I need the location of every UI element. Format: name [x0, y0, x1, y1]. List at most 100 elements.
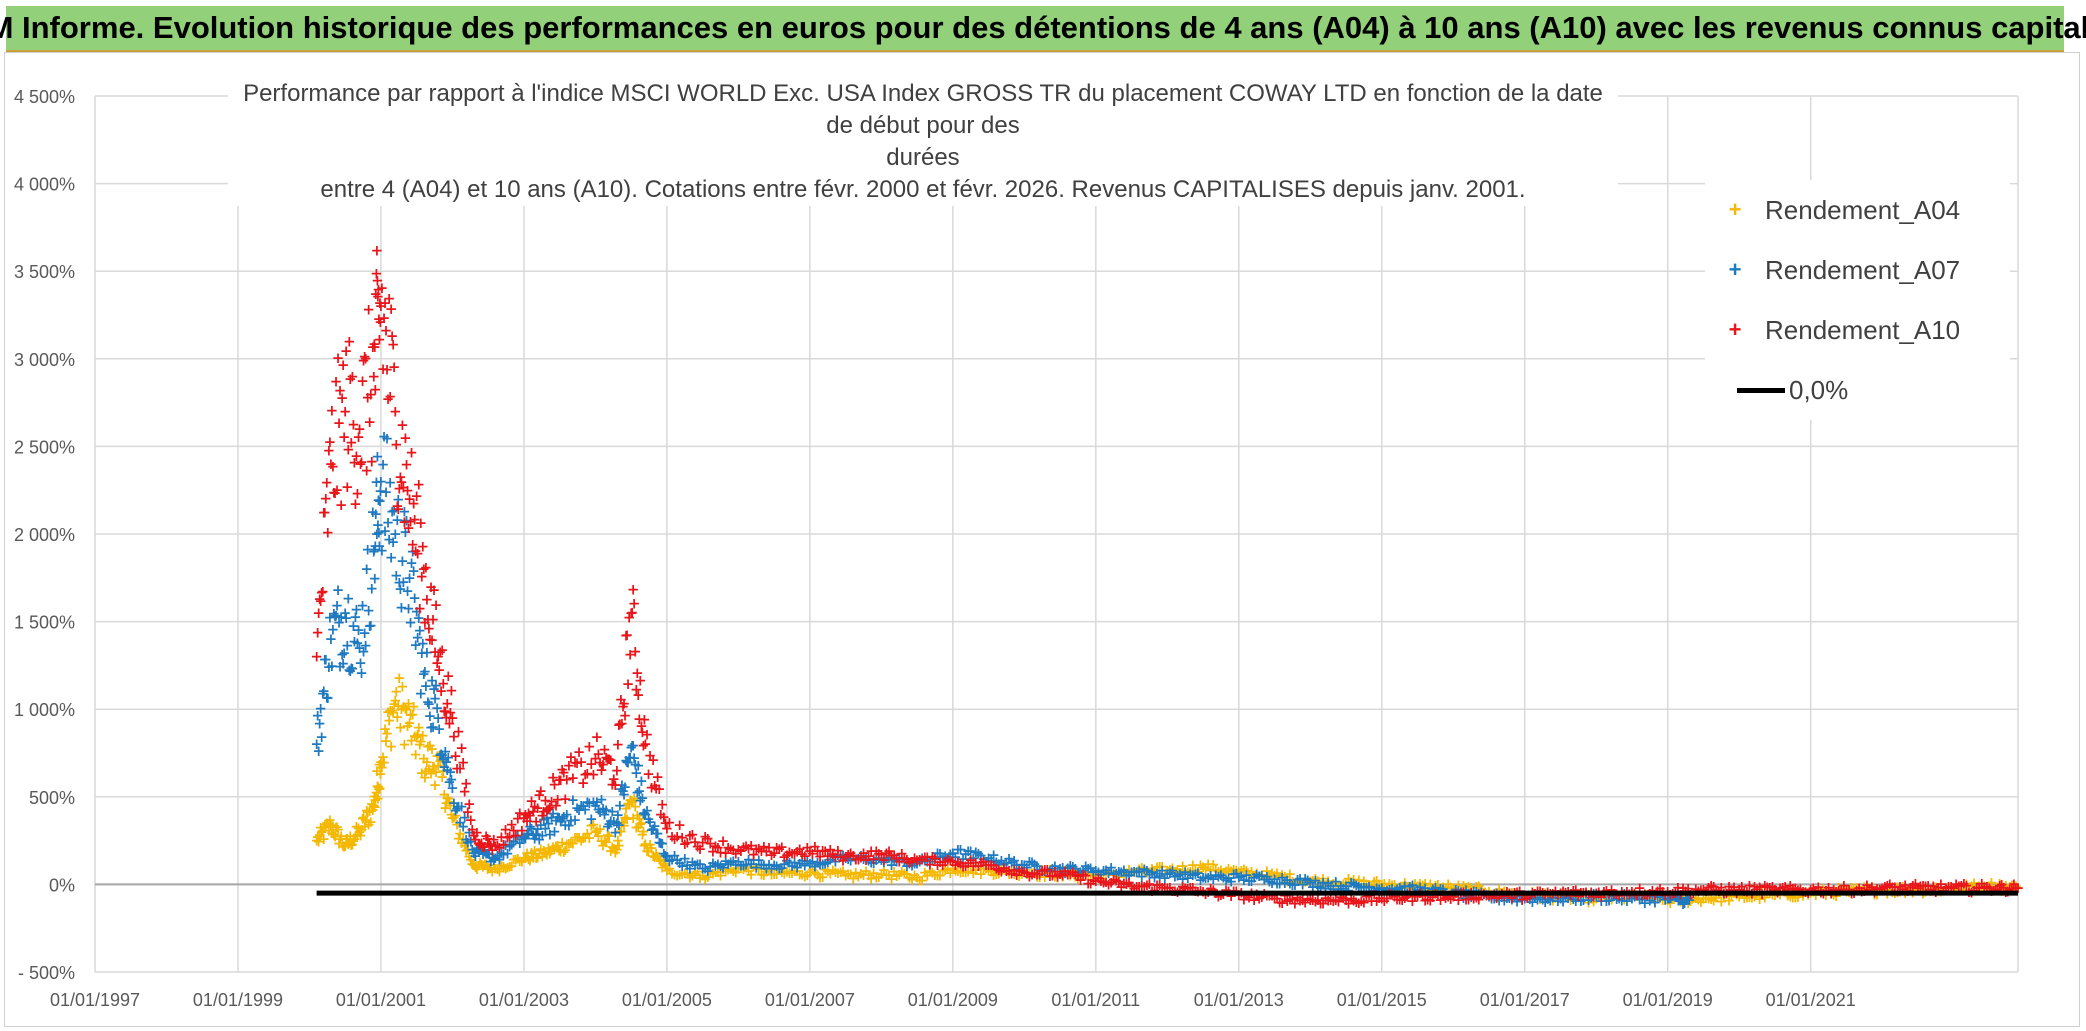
x-tick-label: 01/01/2007 [765, 990, 855, 1010]
data-point: + [629, 643, 642, 661]
data-point: + [405, 443, 418, 461]
data-point: + [446, 809, 459, 827]
data-point: + [382, 703, 395, 721]
data-point: + [401, 717, 414, 735]
data-point: + [368, 797, 381, 815]
report-banner: ADAM Informe. Evolution historique des p… [0, 6, 2086, 52]
data-point: + [417, 537, 430, 555]
data-point: + [522, 850, 535, 868]
data-point: + [420, 762, 433, 780]
data-point: + [395, 700, 408, 718]
data-point: + [381, 724, 394, 742]
data-point: + [394, 718, 407, 736]
data-point: + [392, 697, 405, 715]
data-point: + [333, 834, 346, 852]
data-point: + [474, 853, 487, 871]
data-point: + [373, 755, 386, 773]
data-point: + [365, 795, 378, 813]
data-point: + [386, 701, 399, 719]
data-point: + [322, 524, 335, 542]
data-point: + [475, 856, 488, 874]
data-point: + [422, 738, 435, 756]
data-point: + [373, 780, 386, 798]
data-point: + [519, 849, 532, 867]
data-point: + [428, 757, 441, 775]
data-point: + [364, 813, 377, 831]
data-point: + [480, 856, 493, 874]
data-point: + [469, 858, 482, 876]
data-point: + [619, 707, 632, 725]
data-point: + [387, 703, 400, 721]
data-point: + [514, 852, 527, 870]
data-point: + [397, 698, 410, 716]
data-point: + [355, 820, 368, 838]
data-point: + [334, 830, 347, 848]
data-point: + [379, 720, 392, 738]
data-point: + [371, 777, 384, 795]
data-point: + [364, 617, 377, 635]
data-point: + [390, 682, 403, 700]
data-point: + [436, 641, 449, 659]
data-point: + [647, 751, 660, 769]
tick-labels: - 500% 0% 500% 1 000% 1 500% 2 000% 2 500% 3 00… [14, 87, 1856, 1010]
data-point: + [365, 452, 378, 470]
data-point: + [350, 817, 363, 835]
data-point: + [352, 819, 365, 837]
data-point: + [436, 768, 449, 786]
data-point: + [489, 860, 502, 878]
data-point: + [359, 811, 372, 829]
y-tick-label: - 500% [18, 963, 75, 983]
data-point: + [483, 859, 496, 877]
data-point: + [417, 727, 430, 745]
data-point: + [440, 794, 453, 812]
data-point: + [439, 799, 452, 817]
data-point: + [363, 802, 376, 820]
data-point: + [337, 837, 350, 855]
data-point: + [339, 837, 352, 855]
data-series: ++++++++++++++++++++++++++++++++++++++++… [310, 241, 2024, 912]
legend-item-a07[interactable]: + Rendement_A07 [1705, 250, 1961, 290]
x-tick-label: 01/01/1999 [193, 990, 283, 1010]
data-point: + [559, 790, 572, 808]
data-point: + [391, 708, 404, 726]
data-point: + [322, 814, 335, 832]
data-point: + [387, 335, 400, 353]
data-point: + [430, 763, 443, 781]
data-point: + [501, 858, 514, 876]
data-point: + [413, 736, 426, 754]
data-point: + [341, 829, 354, 847]
data-point: + [314, 818, 327, 836]
data-point: + [398, 736, 411, 754]
data-point: + [389, 691, 402, 709]
data-point: + [374, 765, 387, 783]
data-point: + [421, 753, 434, 771]
data-point: + [448, 809, 461, 827]
y-tick-label: 2 000% [14, 525, 75, 545]
data-point: + [403, 714, 416, 732]
legend-item-zero[interactable]: 0,0% [1705, 370, 1848, 410]
legend-item-a10[interactable]: + Rendement_A10 [1705, 310, 1961, 350]
data-point: + [400, 700, 413, 718]
data-point: + [423, 760, 436, 778]
data-point: + [427, 758, 440, 776]
data-point: + [358, 818, 371, 836]
data-point: + [349, 827, 362, 845]
chart-title-line-1: Performance par rapport à l'indice MSCI … [243, 80, 1603, 139]
data-point: + [376, 758, 389, 776]
data-point: + [321, 814, 334, 832]
data-point: + [527, 848, 540, 866]
data-point: + [441, 789, 454, 807]
data-point: + [410, 728, 423, 746]
y-tick-label: 0% [49, 875, 75, 895]
data-point: + [433, 746, 446, 764]
legend-label-zero: 0,0% [1789, 374, 1849, 405]
data-point: + [463, 795, 476, 813]
data-point: + [345, 836, 358, 854]
y-tick-label: 1 500% [14, 613, 75, 633]
data-point: + [396, 678, 409, 696]
data-point: + [477, 857, 490, 875]
data-point: + [330, 818, 343, 836]
legend-item-a04[interactable]: + Rendement_A04 [1705, 190, 1961, 230]
data-point: + [612, 735, 625, 753]
data-point: + [324, 433, 337, 451]
